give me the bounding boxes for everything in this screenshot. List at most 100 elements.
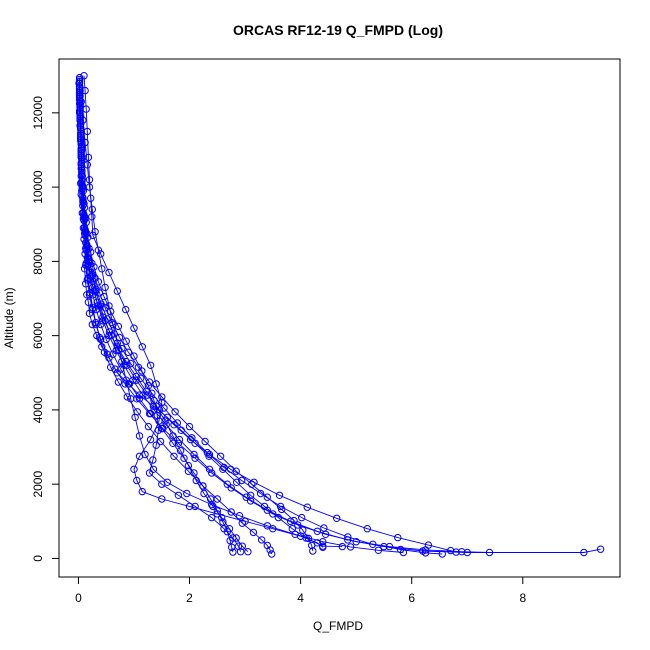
data-point xyxy=(263,506,271,514)
data-point xyxy=(138,343,147,351)
data-point xyxy=(124,348,133,356)
data-point xyxy=(213,510,222,518)
data-point xyxy=(374,546,383,554)
data-point xyxy=(158,495,166,503)
data-point xyxy=(113,287,122,295)
data-point xyxy=(80,200,88,208)
data-point xyxy=(580,548,588,557)
data-point xyxy=(242,493,250,501)
data-point xyxy=(291,530,299,538)
data-point xyxy=(155,406,164,414)
data-point xyxy=(320,524,328,532)
data-point xyxy=(249,528,258,537)
data-point xyxy=(169,439,177,447)
data-point xyxy=(319,538,327,546)
y-tick-label: 0 xyxy=(31,555,45,562)
y-axis: 0 2000 4000 6000 8000 10000 12000 xyxy=(31,96,60,562)
data-point xyxy=(79,202,87,210)
data-point xyxy=(246,491,255,499)
data-point xyxy=(596,545,605,553)
data-point xyxy=(105,268,113,277)
data-point xyxy=(229,548,237,556)
data-point xyxy=(97,320,105,329)
data-point xyxy=(75,79,83,87)
data-point xyxy=(313,539,321,547)
data-point xyxy=(109,350,117,358)
data-point xyxy=(81,86,89,95)
data-point xyxy=(80,216,88,225)
data-point xyxy=(203,448,212,457)
data-point xyxy=(191,502,199,511)
data-point xyxy=(105,354,113,362)
series-line-6 xyxy=(79,90,443,555)
data-point xyxy=(446,546,455,555)
data-point xyxy=(113,339,122,347)
data-point xyxy=(123,361,131,369)
data-point xyxy=(101,317,109,325)
data-point xyxy=(223,528,232,536)
data-point xyxy=(170,452,178,460)
data-point xyxy=(83,242,92,251)
data-point xyxy=(369,540,377,548)
data-point xyxy=(133,476,141,485)
data-point xyxy=(145,469,154,477)
data-point xyxy=(319,543,327,551)
data-point xyxy=(228,543,236,551)
data-point xyxy=(97,300,105,308)
data-point xyxy=(91,274,99,282)
data-point xyxy=(185,502,194,511)
data-point xyxy=(206,495,215,503)
plot-area xyxy=(58,58,621,578)
data-point xyxy=(363,525,371,533)
y-tick-label: 12000 xyxy=(31,96,45,130)
data-point xyxy=(146,435,155,444)
data-point xyxy=(250,478,258,486)
data-point xyxy=(424,541,433,549)
data-point xyxy=(107,331,115,340)
data-point xyxy=(84,153,93,162)
data-point xyxy=(122,376,130,384)
data-point xyxy=(463,548,471,557)
data-point xyxy=(174,491,183,499)
y-tick-label: 8000 xyxy=(31,248,45,275)
data-point xyxy=(163,478,172,486)
data-point xyxy=(180,454,188,462)
chart-title: ORCAS RF12-19 Q_FMPD (Log) xyxy=(233,22,443,38)
data-point xyxy=(82,105,90,113)
data-point xyxy=(134,363,143,371)
data-point xyxy=(75,107,84,115)
data-point xyxy=(256,489,265,498)
series-line-11 xyxy=(80,101,404,553)
y-tick-label: 2000 xyxy=(31,471,45,498)
data-point xyxy=(226,536,234,545)
data-point xyxy=(438,550,446,558)
series-layer xyxy=(75,72,605,558)
data-point xyxy=(81,215,89,223)
data-point xyxy=(78,170,86,178)
data-point xyxy=(208,469,216,477)
data-point xyxy=(235,512,244,520)
data-point xyxy=(219,518,227,526)
series-line-1 xyxy=(79,79,490,553)
data-point xyxy=(175,435,184,444)
data-point xyxy=(88,213,96,221)
x-tick-label: 4 xyxy=(297,591,304,605)
data-point xyxy=(98,265,106,273)
series-line-10 xyxy=(83,75,324,548)
data-point xyxy=(223,480,232,488)
data-point xyxy=(163,413,172,421)
data-point xyxy=(88,205,97,214)
data-point xyxy=(130,465,138,473)
data-point xyxy=(135,432,144,440)
data-point xyxy=(97,335,105,344)
data-point xyxy=(101,304,109,312)
data-point xyxy=(244,548,252,556)
data-point xyxy=(232,534,240,542)
data-point xyxy=(155,417,163,425)
data-point xyxy=(100,348,109,356)
data-point xyxy=(92,318,100,327)
data-point xyxy=(218,513,226,522)
data-point xyxy=(184,461,193,470)
data-point xyxy=(169,432,177,440)
data-point xyxy=(138,487,147,496)
